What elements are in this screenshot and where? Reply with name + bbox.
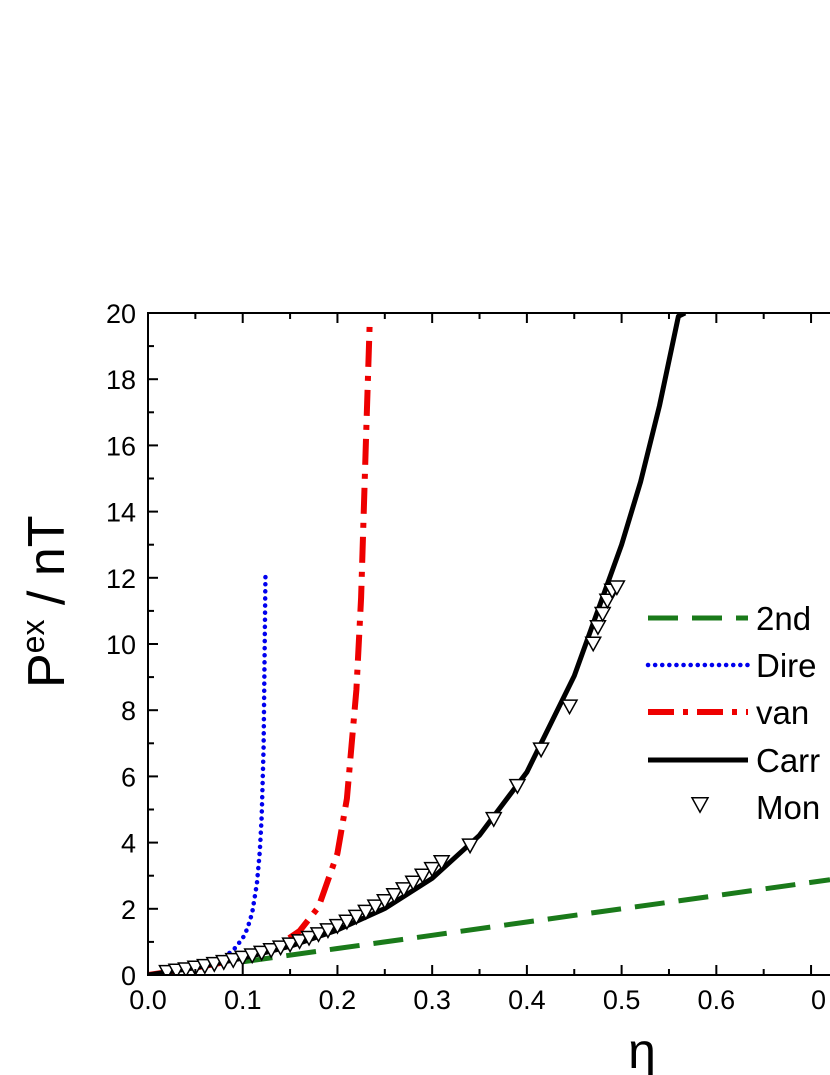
mon-marker xyxy=(404,875,422,892)
plot-frame xyxy=(147,312,830,976)
mon-marker xyxy=(584,636,602,653)
x-tick-label: 0.4 xyxy=(508,985,546,1015)
mon-marker xyxy=(309,927,328,943)
mon-marker xyxy=(233,950,252,967)
x-tick-label: 0.0 xyxy=(129,985,167,1015)
y-tick-label: 16 xyxy=(106,431,136,461)
mon-marker xyxy=(243,948,261,965)
legend-symbol xyxy=(690,797,710,814)
x-axis-title: η xyxy=(628,1023,656,1075)
mon-marker xyxy=(205,956,224,973)
mon-marker xyxy=(484,811,503,828)
mon-marker xyxy=(413,868,432,885)
x-tick-labels: 0.0 0.1 0.2 0.3 0.4 0.5 0.6 0 xyxy=(129,985,826,1015)
mon-marker xyxy=(186,960,205,975)
y-tick-label: 4 xyxy=(121,829,136,859)
mon-marker xyxy=(271,940,290,957)
mon-marker xyxy=(290,934,309,950)
mon-marker xyxy=(338,914,356,931)
legend: 2nd Dire van Carr Mon xyxy=(645,600,820,826)
legend-label: van xyxy=(756,694,809,731)
mon-marker xyxy=(224,952,243,969)
mon-marker xyxy=(532,742,550,759)
mon-marker xyxy=(598,593,617,610)
y-axis-title-sup: ex xyxy=(15,620,51,654)
mon-marker xyxy=(215,954,233,971)
y-axis-title-base: P xyxy=(18,653,76,688)
mon-marker xyxy=(357,904,375,921)
y-tick-label: 20 xyxy=(106,299,136,329)
y-axis-title: Pex / nT xyxy=(15,515,76,688)
ticks-layer xyxy=(147,312,813,976)
series-layer xyxy=(148,313,830,975)
y-tick-label: 2 xyxy=(121,895,136,925)
mon-marker xyxy=(423,861,441,878)
legend-label: 2nd xyxy=(756,600,811,637)
x-tick-label: 0.6 xyxy=(698,985,736,1015)
y-axis-title-rest: / nT xyxy=(18,515,76,619)
y-tick-labels: 0 2 4 6 8 10 12 14 16 18 20 xyxy=(106,299,136,991)
mon-marker xyxy=(300,930,318,947)
series-line-1 xyxy=(148,568,268,975)
mon-marker xyxy=(560,699,579,716)
y-tick-label: 6 xyxy=(121,762,136,792)
legend-label: Dire xyxy=(756,647,817,684)
mon-marker xyxy=(394,882,413,898)
mon-marker xyxy=(281,937,299,954)
mon-marker xyxy=(432,854,451,871)
mon-marker xyxy=(196,958,214,975)
mon-marker xyxy=(376,894,394,910)
mon-marker xyxy=(347,909,366,926)
mon-marker xyxy=(252,945,271,962)
mon-marker xyxy=(366,899,385,916)
mon-marker xyxy=(593,606,612,623)
x-tick-label: 0.1 xyxy=(224,985,262,1015)
mon-marker xyxy=(262,943,280,959)
x-tick-label: 0 xyxy=(811,985,826,1015)
mon-marker xyxy=(319,923,337,939)
mon-marker xyxy=(589,619,607,636)
y-tick-label: 14 xyxy=(106,498,136,528)
mon-marker xyxy=(461,838,479,855)
mon-marker xyxy=(328,918,347,935)
y-tick-label: 12 xyxy=(106,564,136,594)
y-tick-label: 10 xyxy=(106,630,136,660)
series-line-0 xyxy=(242,877,830,965)
mon-marker xyxy=(508,778,527,795)
mon-marker xyxy=(608,580,626,597)
x-tick-label: 0.2 xyxy=(319,985,357,1015)
legend-label: Carr xyxy=(756,742,820,779)
y-tick-label: 0 xyxy=(121,961,136,991)
legend-label: Mon xyxy=(756,789,820,826)
y-tick-label: 8 xyxy=(121,696,136,726)
series-line-2 xyxy=(148,323,373,975)
x-tick-label: 0.5 xyxy=(603,985,641,1015)
mon-marker xyxy=(385,888,404,904)
x-tick-label: 0.3 xyxy=(413,985,451,1015)
y-tick-label: 18 xyxy=(106,365,136,395)
